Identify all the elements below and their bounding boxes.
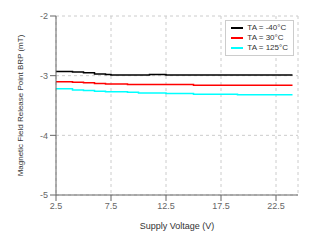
svg-text:-5: -5	[40, 190, 48, 200]
svg-text:12.5: 12.5	[157, 201, 175, 211]
svg-text:22.5: 22.5	[267, 201, 285, 211]
svg-text:17.5: 17.5	[212, 201, 230, 211]
html-text:TA = 125°C: TA = 125°C	[247, 43, 288, 52]
svg-text:Magnetic Field Release Point B: Magnetic Field Release Point BRP (mT)	[16, 34, 25, 176]
svg-text:-2: -2	[40, 11, 48, 21]
svg-text:-3: -3	[40, 71, 48, 81]
html-text:TA = -40°C: TA = -40°C	[247, 23, 287, 32]
svg-text:-4: -4	[40, 131, 48, 141]
svg-text:7.5: 7.5	[105, 201, 118, 211]
svg-text:Supply Voltage (V): Supply Voltage (V)	[140, 221, 215, 231]
html-text:TA = 30°C: TA = 30°C	[247, 33, 284, 42]
svg-text:2.5: 2.5	[50, 201, 63, 211]
